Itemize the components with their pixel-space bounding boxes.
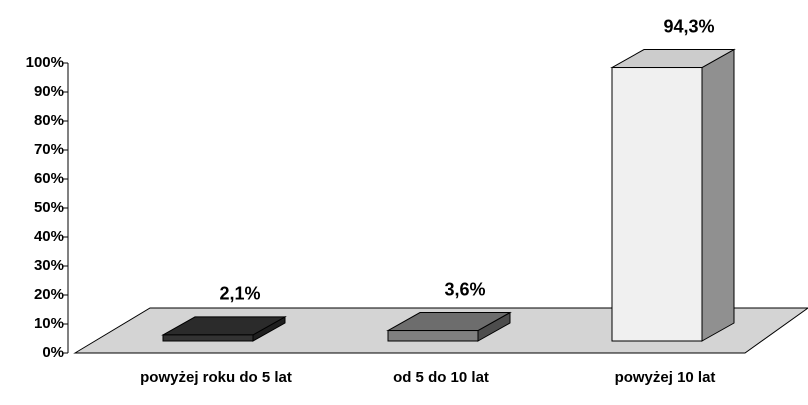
- data-label: 2,1%: [219, 284, 260, 304]
- y-tick-label: 50%: [34, 199, 64, 216]
- y-tick-label: 20%: [34, 286, 64, 303]
- bar: [162, 334, 254, 342]
- bar: [611, 67, 703, 342]
- x-tick-label: powyżej 10 lat: [614, 369, 716, 386]
- y-tick-label: 10%: [34, 315, 64, 332]
- bar: [387, 330, 479, 342]
- x-tick-label: powyżej roku do 5 lat: [140, 369, 292, 386]
- y-tick-label: 80%: [34, 112, 64, 129]
- y-tick-label: 70%: [34, 141, 64, 158]
- y-tick-label: 0%: [42, 344, 64, 361]
- y-tick-label: 40%: [34, 228, 64, 245]
- y-tick-label: 100%: [26, 54, 64, 71]
- x-tick-label: od 5 do 10 lat: [393, 369, 489, 386]
- bar-side: [701, 48, 735, 342]
- data-label: 94,3%: [663, 16, 714, 36]
- y-tick-label: 30%: [34, 257, 64, 274]
- y-tick-label: 90%: [34, 83, 64, 100]
- y-tick-label: 60%: [34, 170, 64, 187]
- data-label: 3,6%: [444, 279, 485, 299]
